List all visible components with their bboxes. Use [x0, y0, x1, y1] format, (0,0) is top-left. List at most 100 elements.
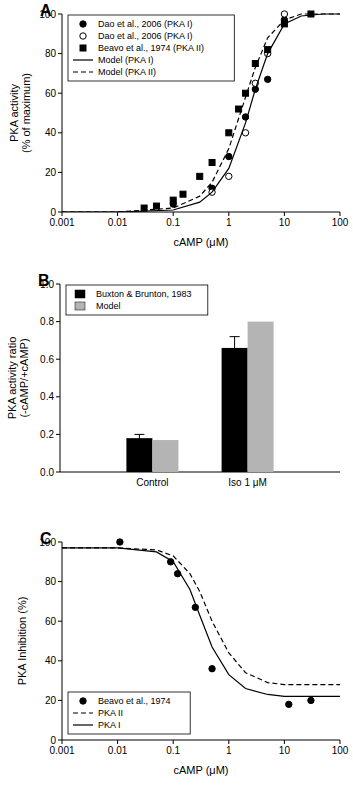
x-tick-label: 100 [332, 217, 349, 228]
legend: Buxton & Brunton, 1983 Model [66, 285, 208, 315]
legend-label: Beavo et al., 1974 [98, 696, 171, 706]
y-tick-label: 20 [45, 695, 57, 706]
plot-area [62, 539, 340, 708]
x-axis-label: cAMP (μM) [173, 236, 228, 248]
y-axis-line [62, 14, 63, 212]
y-tick-label: 100 [39, 9, 56, 20]
bar [222, 348, 248, 472]
y-tick [56, 472, 60, 473]
legend-label: Dao et al., 2006 (PKA I) [98, 19, 193, 29]
y-axis-label: PKA Inhibition (%) [16, 597, 28, 686]
x-tick-label: 1 [226, 745, 232, 756]
figure: A020406080100PKA activity(% of maximum)0… [0, 0, 353, 792]
legend-label: Buxton & Brunton, 1983 [96, 289, 192, 299]
x-axis-line [60, 472, 340, 473]
legend-line [73, 724, 93, 725]
legend: Dao et al., 2006 (PKA I) Dao et al., 2006… [68, 15, 234, 81]
y-tick-label: 0.4 [40, 391, 54, 402]
error-line [234, 337, 235, 360]
error-cap [230, 336, 240, 337]
x-tick-label: 0.01 [108, 745, 128, 756]
y-tick [58, 212, 62, 213]
y-axis-line [62, 542, 63, 740]
data-point [209, 666, 215, 672]
x-tick-label: 1 [226, 217, 232, 228]
y-tick-label: 80 [45, 576, 57, 587]
y-tick [56, 434, 60, 435]
error-bar [134, 434, 144, 442]
data-point [286, 701, 292, 707]
legend-label: Dao et al., 2006 (PKA I) [98, 31, 193, 41]
model-line [62, 548, 340, 697]
data-point [180, 191, 186, 197]
x-tick [173, 740, 174, 744]
y-tick-label: 1.0 [40, 279, 54, 290]
y-tick-label: 60 [45, 616, 57, 627]
legend-line [73, 712, 93, 713]
y-tick [58, 53, 62, 54]
plot-area [62, 11, 340, 212]
y-tick [58, 740, 62, 741]
y-tick-label: 0.6 [40, 354, 54, 365]
error-cap [134, 434, 144, 435]
x-tick [284, 212, 285, 216]
x-tick [340, 740, 341, 744]
y-tick-label: 0.8 [40, 316, 54, 327]
x-tick-label: 10 [279, 745, 291, 756]
bar [126, 438, 152, 472]
legend-label: PKA II [98, 708, 123, 718]
model-line [62, 14, 340, 212]
y-tick-label: 80 [45, 48, 57, 59]
legend-line [73, 71, 93, 72]
x-tick-label: 10 [279, 217, 291, 228]
x-axis-line [62, 740, 340, 741]
model-line [62, 14, 340, 212]
x-tick [284, 740, 285, 744]
legend-marker [80, 45, 86, 51]
legend-line [73, 59, 93, 60]
y-tick [58, 542, 62, 543]
legend-swatch [75, 290, 85, 298]
data-point [308, 697, 314, 703]
y-tick [58, 581, 62, 582]
x-tick [228, 740, 229, 744]
legend-label: Model [96, 301, 121, 311]
y-tick-label: 0 [50, 207, 56, 218]
data-point [153, 203, 159, 209]
y-tick-label: 20 [45, 167, 57, 178]
legend-box [68, 692, 190, 734]
x-axis-label: cAMP (μM) [173, 764, 228, 776]
legend-marker [80, 33, 86, 39]
error-line [139, 434, 140, 442]
y-tick [58, 93, 62, 94]
legend-swatch [75, 302, 85, 310]
legend-box [66, 285, 208, 315]
x-tick [117, 740, 118, 744]
model-line [62, 548, 340, 685]
data-point [197, 173, 203, 179]
legend-label: PKA I [98, 720, 121, 730]
x-tick [117, 212, 118, 216]
x-tick [340, 212, 341, 216]
y-tick [58, 660, 62, 661]
y-tick [56, 396, 60, 397]
legend-box [68, 15, 234, 81]
y-tick-label: 40 [45, 127, 57, 138]
data-point [170, 197, 176, 203]
y-tick [56, 359, 60, 360]
x-tick-label: Control [136, 477, 168, 488]
x-tick-label: 0.001 [49, 217, 74, 228]
y-axis-label: PKA activity [8, 83, 20, 142]
y-tick-label: 0.0 [40, 467, 54, 478]
error-bar [230, 337, 240, 360]
y-tick-label: 0 [50, 735, 56, 746]
y-axis-line [60, 284, 61, 472]
y-tick-label: 60 [45, 88, 57, 99]
x-tick-label: 0.1 [166, 217, 180, 228]
y-tick [56, 321, 60, 322]
y-tick-label: 0.2 [40, 429, 54, 440]
y-tick [58, 14, 62, 15]
x-tick-label: 0.1 [166, 745, 180, 756]
y-tick [58, 172, 62, 173]
x-tick-label: Iso 1 μM [228, 477, 267, 488]
